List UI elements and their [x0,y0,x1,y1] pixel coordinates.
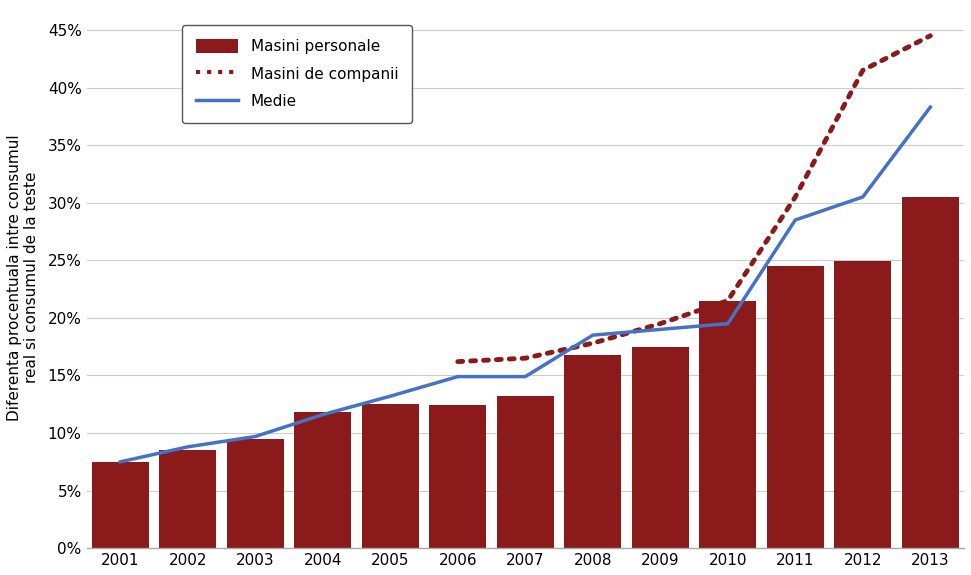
Bar [294,412,352,548]
Legend: Masini personale, Masini de companii, Medie: Masini personale, Masini de companii, Me… [182,25,412,122]
Bar [631,347,689,548]
Bar [902,197,959,548]
Bar [767,266,824,548]
Bar [226,439,284,548]
Bar [91,462,149,548]
Bar [159,450,217,548]
Bar [699,301,756,548]
Bar [361,404,419,548]
Y-axis label: Diferenta procentuala intre consumul
real si consumul de la teste: Diferenta procentuala intre consumul rea… [7,134,40,421]
Bar [564,355,621,548]
Bar [429,405,486,548]
Bar [496,396,554,548]
Bar [834,262,891,548]
